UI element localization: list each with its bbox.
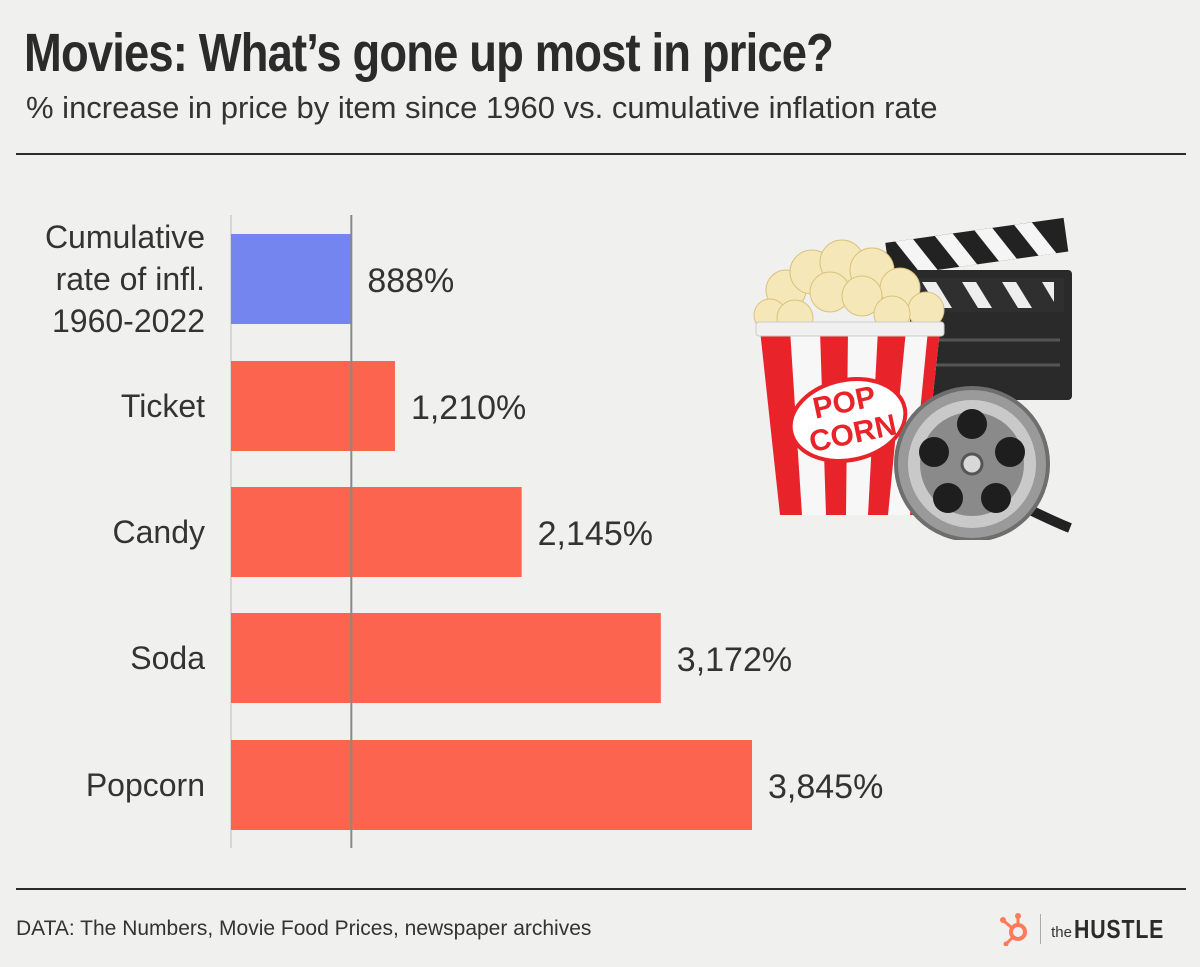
bar-2 — [231, 487, 522, 577]
category-label-0-0: Cumulative — [45, 219, 205, 255]
popcorn-bucket-icon: POP CORN — [753, 239, 945, 515]
logo-the: the — [1051, 924, 1072, 941]
category-label-2-0: Candy — [113, 514, 206, 550]
category-label-3-0: Soda — [130, 640, 205, 676]
movie-illustration: POP CORN — [753, 217, 1072, 540]
logo-hustle: HUSTLE — [1074, 913, 1165, 944]
logo-separator — [1040, 914, 1042, 944]
value-label-1: 1,210% — [411, 389, 526, 427]
category-label-0-2: 1960-2022 — [52, 303, 205, 339]
bar-4 — [231, 740, 752, 830]
bar-0 — [231, 234, 352, 324]
category-label-0-1: rate of infl. — [56, 261, 205, 297]
bar-3 — [231, 613, 661, 703]
bar-1 — [231, 361, 395, 451]
value-label-4: 3,845% — [768, 768, 883, 806]
hustle-logo: the HUSTLE — [998, 909, 1184, 949]
category-label-1-0: Ticket — [121, 388, 205, 424]
value-label-3: 3,172% — [677, 641, 792, 679]
clapperboard-icon — [885, 217, 1072, 400]
film-reel-icon — [894, 386, 1072, 540]
category-label-4-0: Popcorn — [86, 767, 205, 803]
top-divider — [16, 153, 1186, 155]
chart-title: Movies: What’s gone up most in price? — [24, 23, 834, 83]
source-note: DATA: The Numbers, Movie Food Prices, ne… — [16, 917, 592, 940]
bottom-divider — [16, 888, 1186, 890]
chart-subtitle: % increase in price by item since 1960 v… — [26, 90, 938, 125]
value-label-0: 888% — [367, 262, 454, 300]
hubspot-sprocket-icon — [1000, 913, 1028, 946]
value-label-2: 2,145% — [538, 515, 653, 553]
